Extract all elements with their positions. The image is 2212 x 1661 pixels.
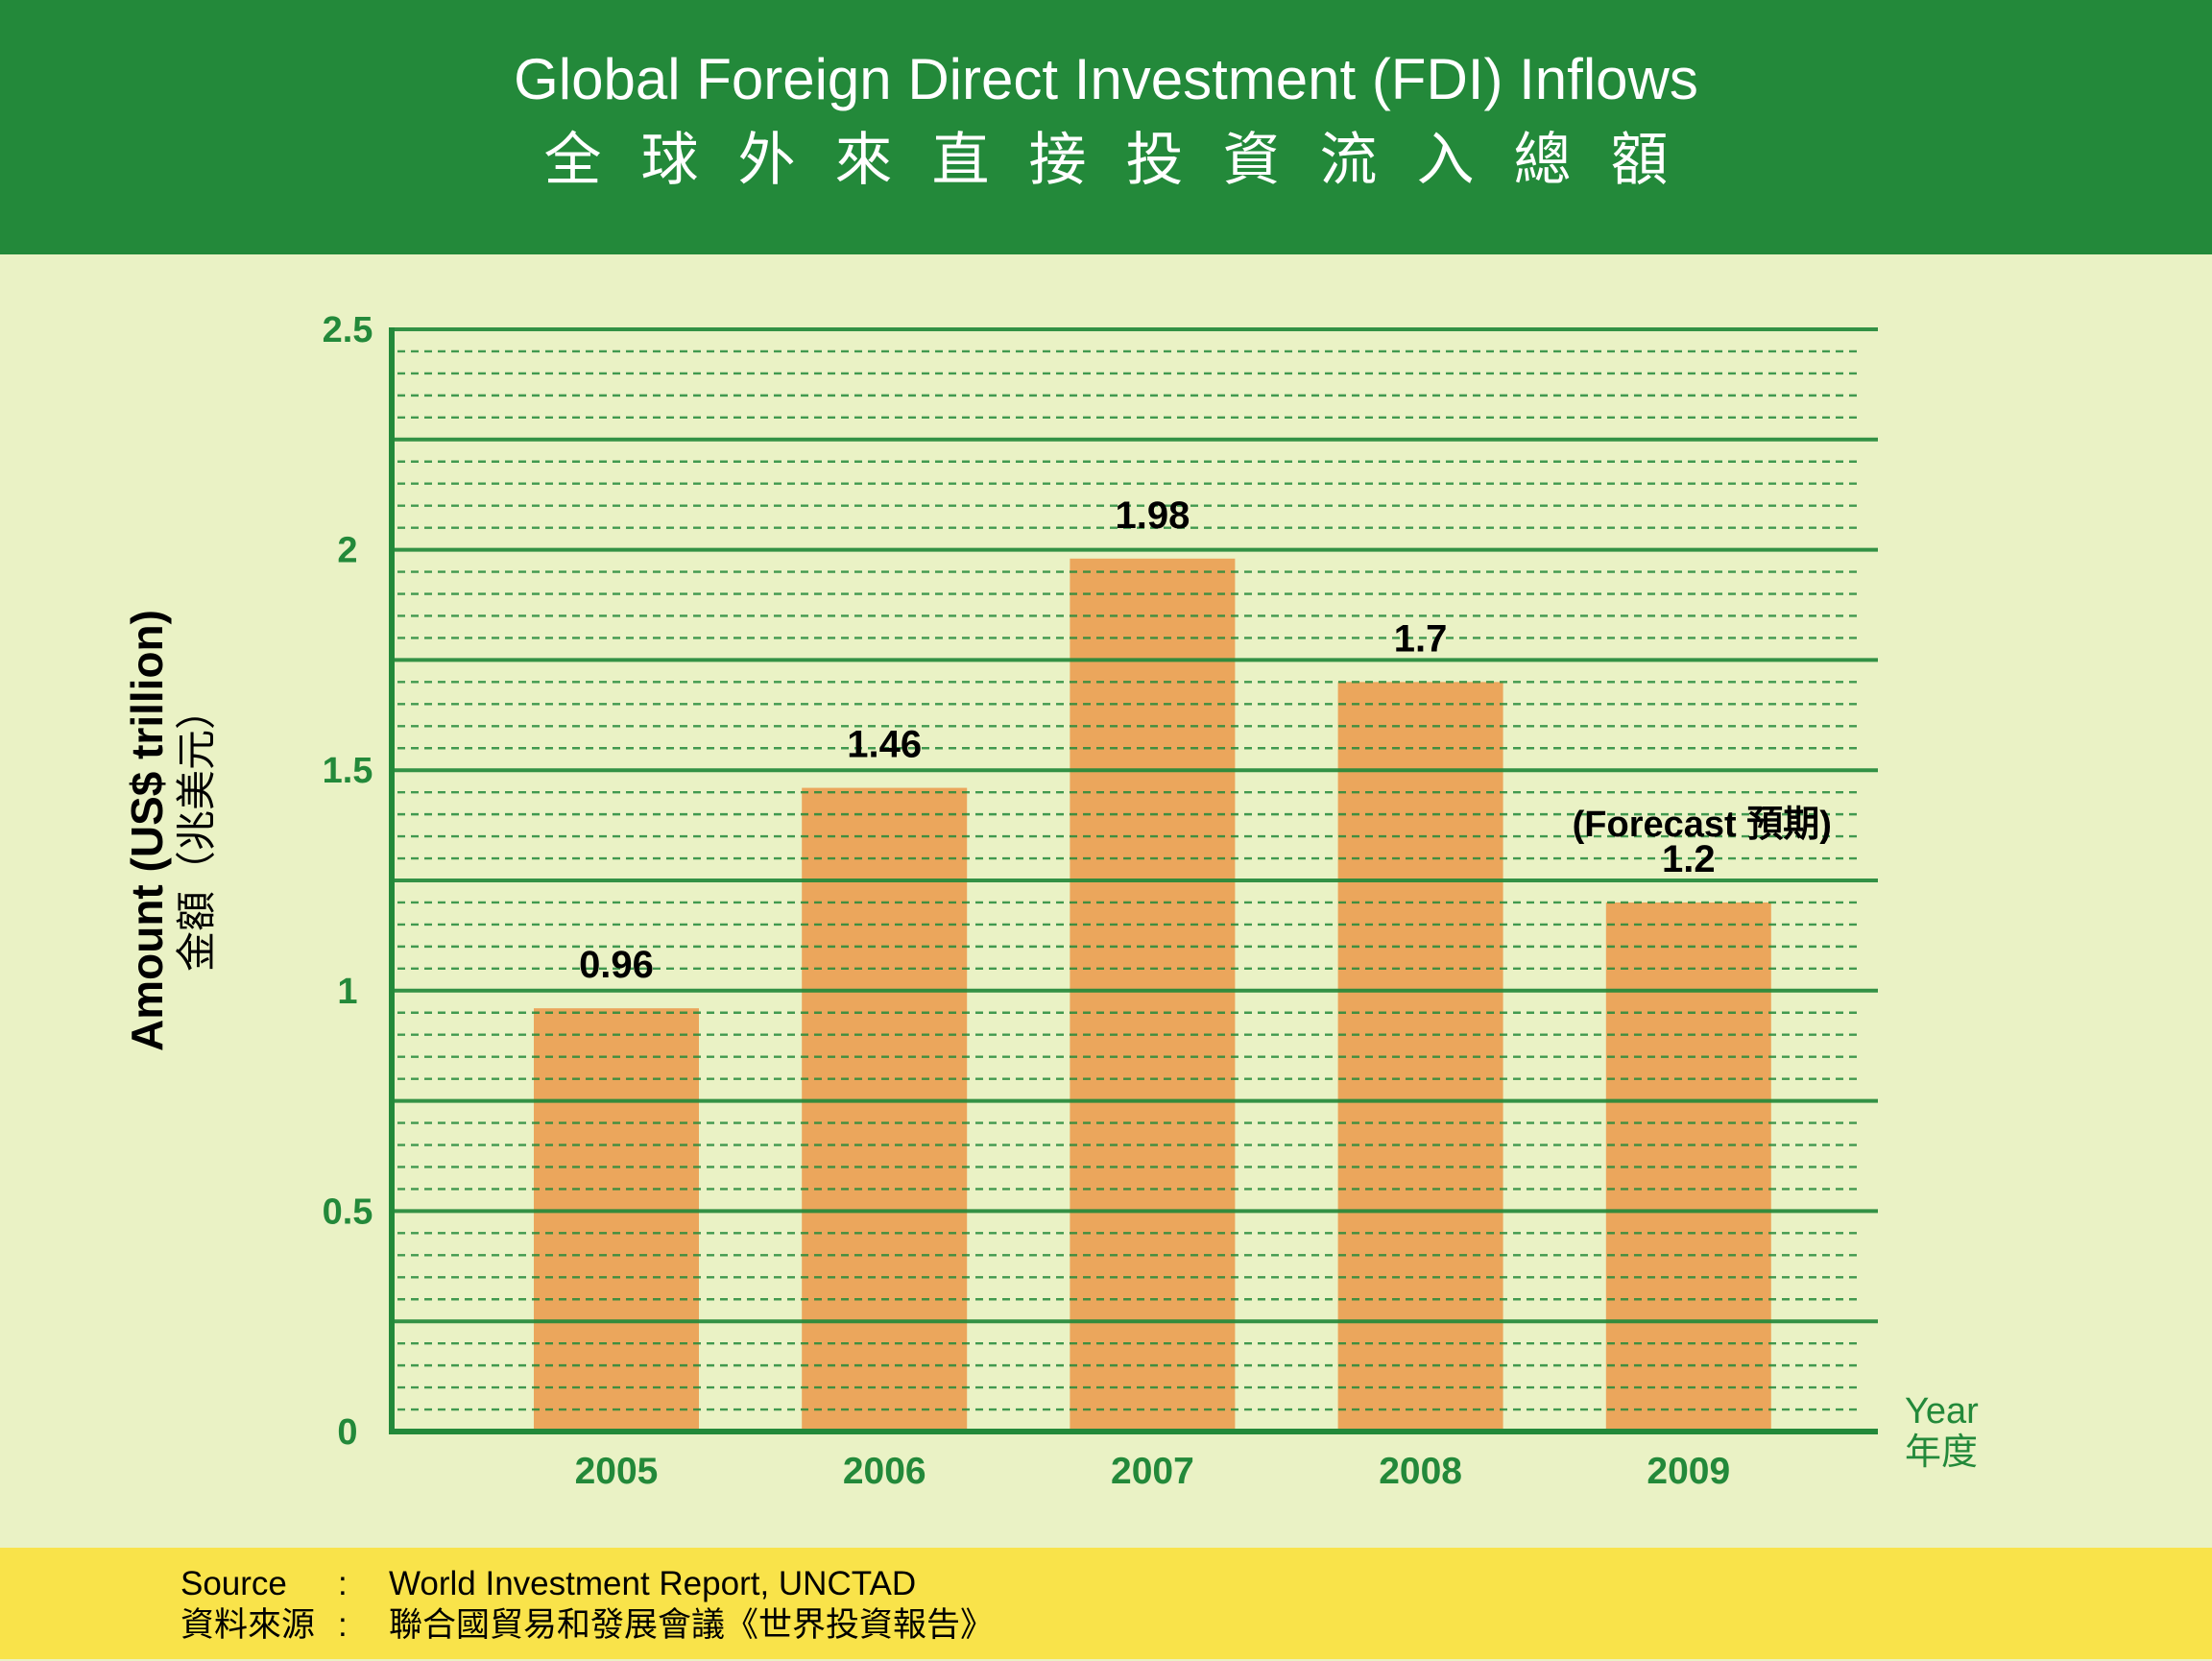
y-tick-label: 2.5 (323, 310, 373, 350)
bar-2007 (1070, 558, 1236, 1432)
header-banner: Global Foreign Direct Investment (FDI) I… (0, 0, 2212, 254)
source-separator: : (338, 1565, 348, 1602)
chart-title-chinese: 全球外來直接投資流入總額 (543, 128, 1708, 192)
data-label: 1.2 (1662, 838, 1716, 880)
x-axis-title-chinese: 年度 (1905, 1432, 1979, 1473)
source-label: Source (180, 1565, 287, 1602)
source-separator-chinese: : (338, 1606, 348, 1644)
y-tick-labels: 0 0.5 1 1.5 2 2.5 (323, 310, 373, 1453)
data-labels: 0.96 1.46 1.98 1.7 1.2(Forecast 預期) (579, 494, 1832, 986)
data-label: 1.98 (1115, 494, 1190, 537)
x-tick-label: 2005 (575, 1451, 659, 1492)
bar-2006 (802, 787, 968, 1432)
data-label: 0.96 (579, 944, 654, 986)
x-tick-label: 2008 (1379, 1451, 1462, 1492)
x-tick-label: 2006 (843, 1451, 926, 1492)
source-band: Source : World Investment Report, UNCTAD… (0, 1548, 2212, 1659)
grid-group (392, 327, 1878, 1411)
x-tick-labels: 2005 2006 2007 2008 2009 (575, 1451, 1731, 1492)
bars-group (534, 558, 1771, 1432)
x-tick-label: 2009 (1647, 1451, 1730, 1492)
y-tick-label: 1 (337, 972, 357, 1012)
source-value: World Investment Report, UNCTAD (389, 1565, 917, 1602)
data-label: 1.46 (847, 724, 922, 766)
source-value-chinese: 聯合國貿易和發展會議《世界投資報告》 (389, 1606, 995, 1644)
y-tick-label: 0.5 (323, 1192, 373, 1232)
data-label: 1.7 (1394, 617, 1448, 660)
bar-2005 (534, 1008, 699, 1432)
y-axis-title-chinese: 金額（兆美元） (174, 688, 219, 973)
x-tick-label: 2007 (1111, 1451, 1194, 1492)
y-axis-title: Amount (US$ trillion) (122, 610, 172, 1051)
forecast-annotation: (Forecast 預期) (1573, 805, 1832, 845)
y-tick-label: 0 (337, 1412, 357, 1453)
axes-group (389, 327, 1878, 1434)
source-label-chinese: 資料來源 (180, 1606, 316, 1644)
y-tick-label: 1.5 (323, 751, 373, 791)
y-tick-label: 2 (337, 531, 357, 571)
x-axis-title: Year (1905, 1391, 1979, 1432)
chart-title: Global Foreign Direct Investment (FDI) I… (514, 47, 1698, 111)
